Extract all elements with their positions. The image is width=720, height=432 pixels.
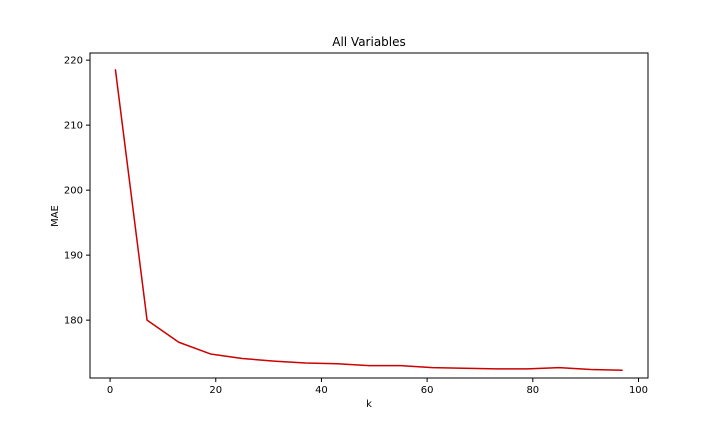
y-tick-label: 180 [64, 316, 83, 327]
y-tick-label: 190 [64, 251, 83, 262]
plot-area [89, 52, 649, 379]
chart-title: All Variables [332, 35, 406, 49]
x-tick-label: 0 [107, 385, 113, 396]
x-axis-label: k [366, 399, 372, 410]
x-tick-label: 80 [526, 385, 539, 396]
y-tick-label: 210 [64, 121, 83, 132]
y-axis-label: MAE [50, 205, 61, 227]
x-axis-ticks: 0 20 40 60 80 100 [107, 378, 648, 396]
x-tick-label: 20 [209, 385, 222, 396]
y-axis-ticks: 180 190 200 210 220 [64, 56, 90, 327]
plot-frame [89, 52, 649, 379]
x-tick-label: 100 [629, 385, 648, 396]
y-tick-label: 220 [64, 56, 83, 67]
y-tick-label: 200 [64, 186, 83, 197]
x-tick-label: 40 [315, 385, 328, 396]
x-tick-label: 60 [421, 385, 434, 396]
series-line-0 [114, 69, 623, 371]
